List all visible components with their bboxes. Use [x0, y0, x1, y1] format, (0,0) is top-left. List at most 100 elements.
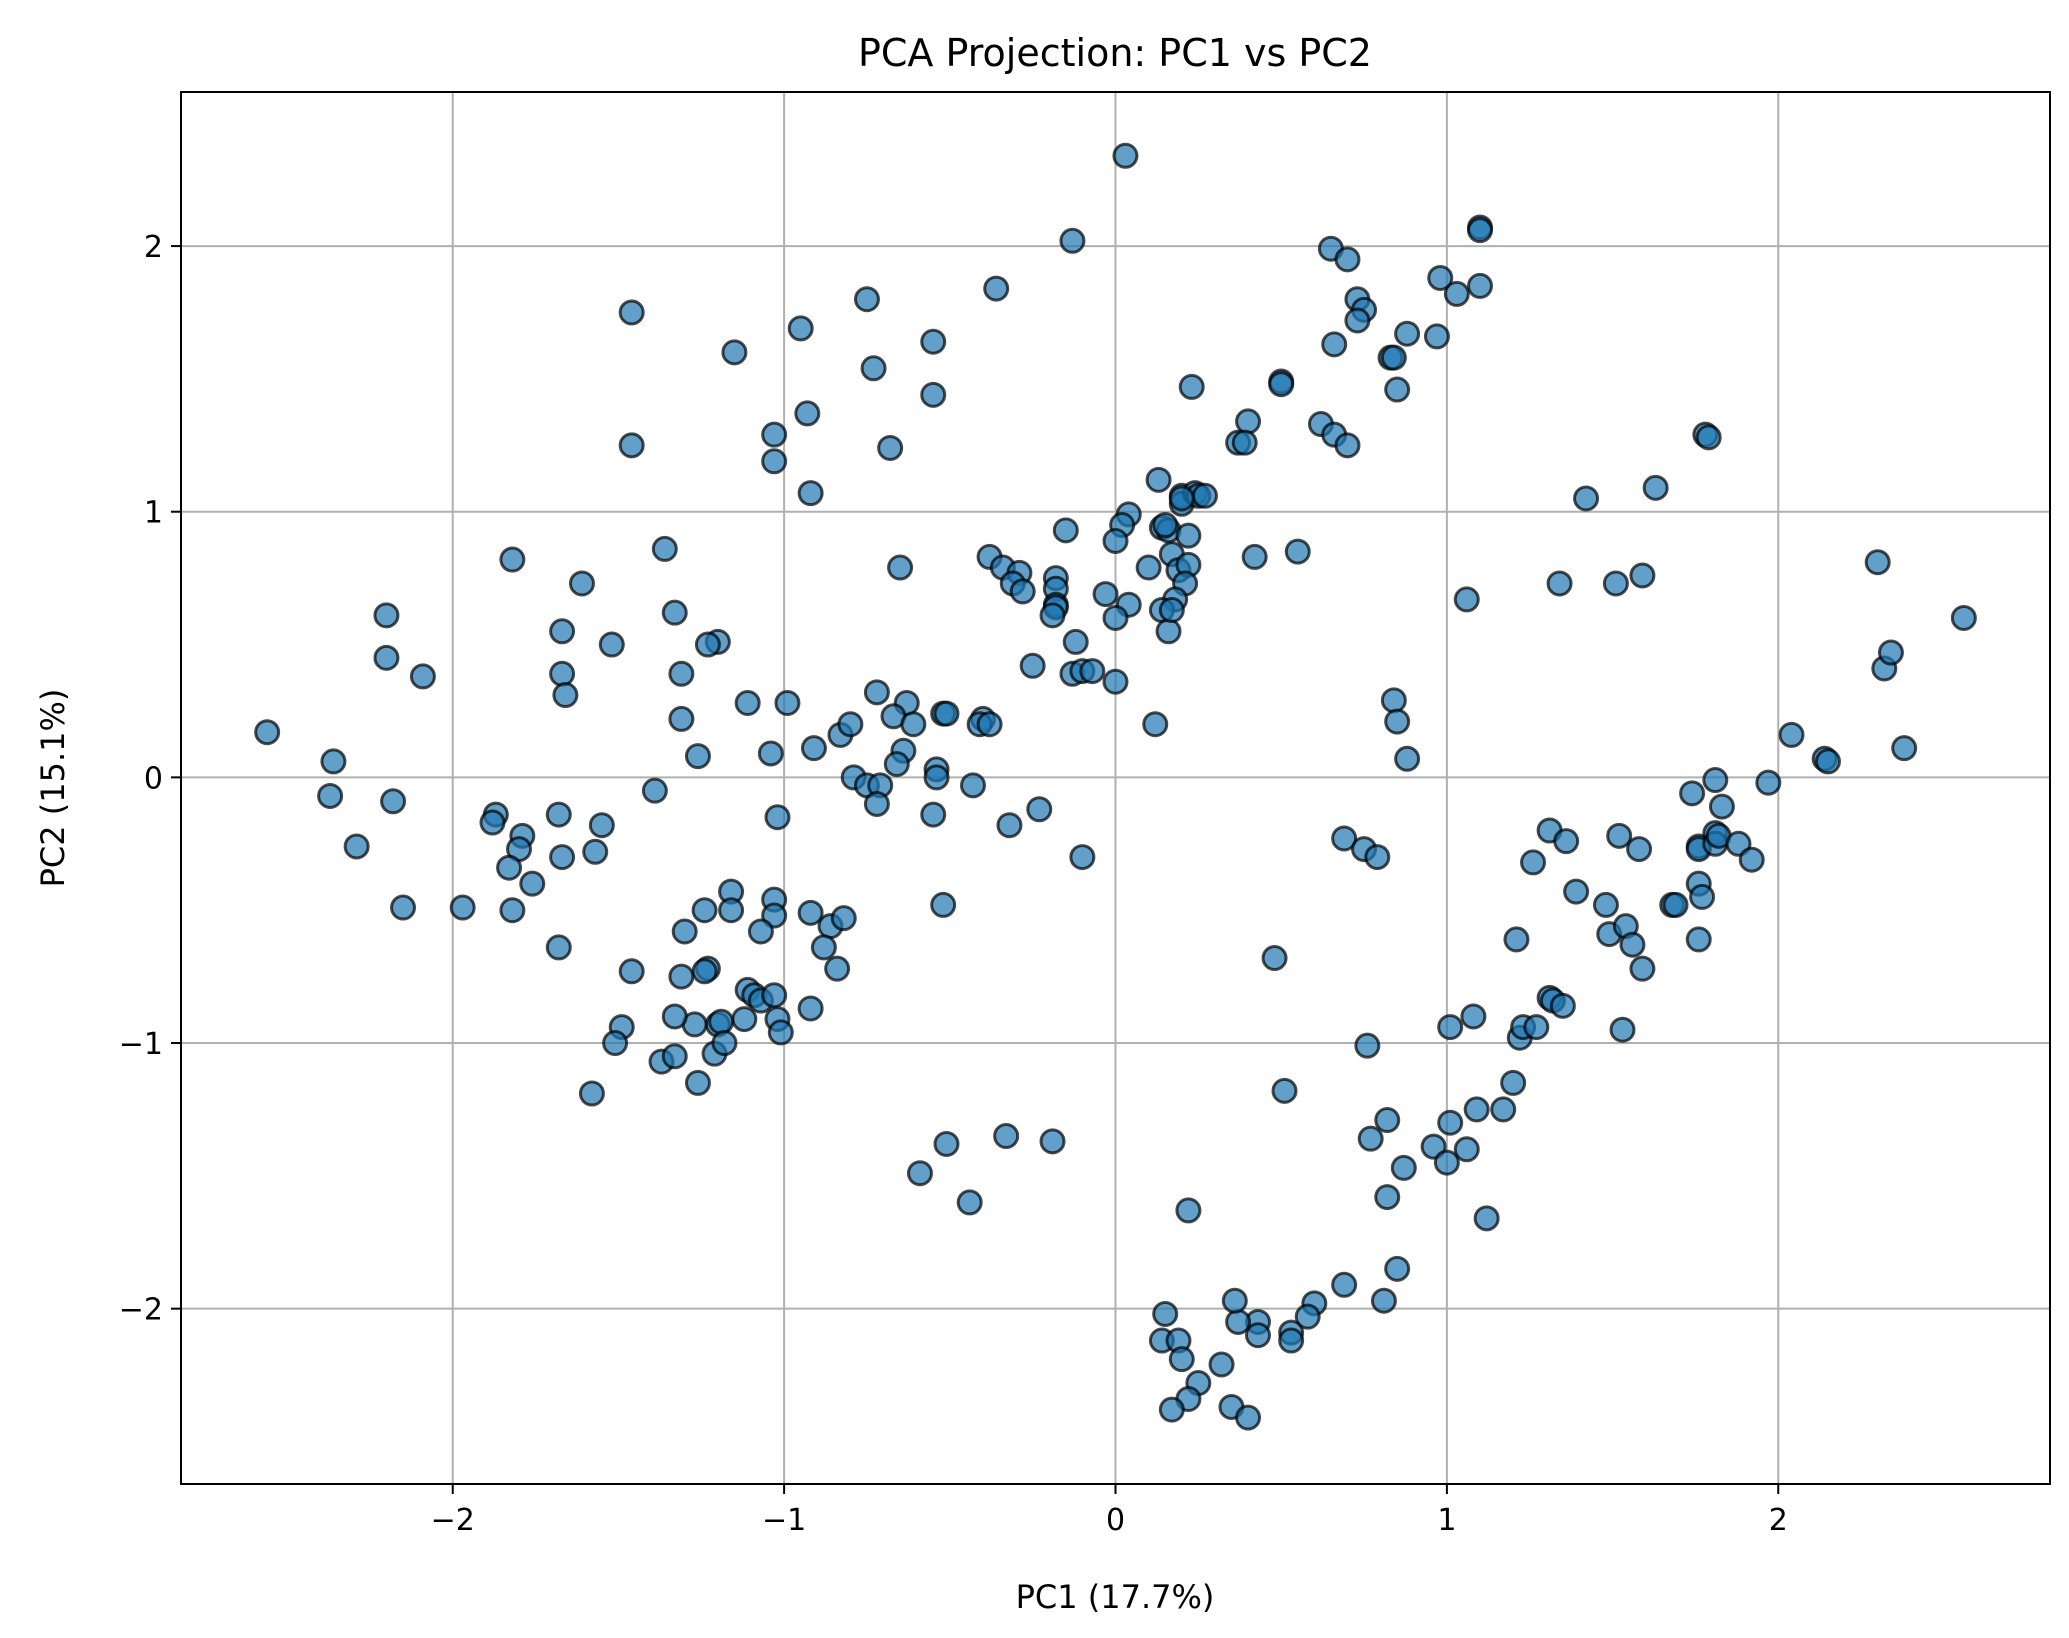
data-point	[1467, 217, 1494, 244]
data-point	[824, 955, 851, 982]
data-point	[519, 870, 546, 897]
data-point	[668, 705, 695, 732]
data-point	[1235, 1404, 1262, 1431]
data-point	[1175, 1197, 1202, 1224]
data-point	[877, 434, 904, 461]
data-point	[1069, 844, 1096, 871]
data-point	[684, 743, 711, 770]
data-point	[668, 963, 695, 990]
data-point	[1864, 549, 1891, 576]
data-point	[1142, 711, 1169, 738]
data-point	[797, 899, 824, 926]
data-point	[1778, 721, 1805, 748]
data-point	[1191, 482, 1218, 509]
data-point	[1695, 424, 1722, 451]
data-point	[1357, 1125, 1384, 1152]
x-axis-label: PC1 (17.7%)	[1016, 1578, 1215, 1616]
data-point	[721, 339, 748, 366]
data-point	[708, 1008, 735, 1035]
data-point	[761, 982, 788, 1009]
data-point	[1152, 1300, 1179, 1327]
data-point	[1642, 474, 1669, 501]
data-point	[1284, 538, 1311, 565]
data-point	[761, 448, 788, 475]
data-point	[549, 618, 576, 645]
data-point	[1394, 745, 1421, 772]
data-point	[711, 1030, 738, 1057]
data-point	[1503, 926, 1530, 953]
data-point	[906, 1160, 933, 1187]
data-point	[1891, 735, 1918, 762]
data-point	[1437, 1109, 1464, 1136]
data-point	[1009, 578, 1036, 605]
x-tick-label: 1	[1437, 1503, 1456, 1538]
x-tick-label: −1	[762, 1503, 806, 1538]
data-point	[449, 894, 476, 921]
data-point	[1629, 562, 1656, 589]
data-point	[1175, 522, 1202, 549]
data-point	[409, 663, 436, 690]
data-point	[883, 751, 910, 778]
data-point	[668, 660, 695, 687]
data-point	[1380, 687, 1407, 714]
data-points	[254, 142, 1977, 1431]
data-point	[1384, 376, 1411, 403]
data-point	[1102, 604, 1129, 631]
data-point	[1384, 708, 1411, 735]
data-point	[1278, 1327, 1305, 1354]
data-point	[930, 891, 957, 918]
data-point	[731, 1006, 758, 1033]
data-point	[602, 1030, 629, 1057]
data-point	[1520, 849, 1547, 876]
data-point	[1221, 1287, 1248, 1314]
data-point	[920, 328, 947, 355]
data-point	[993, 1123, 1020, 1149]
data-point	[1689, 883, 1716, 910]
data-point	[1344, 307, 1371, 334]
data-point	[1685, 926, 1712, 953]
data-point	[641, 777, 668, 804]
data-point	[1026, 796, 1053, 823]
y-axis-label: PC2 (15.1%)	[34, 689, 72, 888]
data-point	[499, 546, 526, 573]
data-point	[496, 854, 523, 881]
y-tick-label: −1	[119, 1027, 163, 1062]
data-point	[1738, 846, 1765, 873]
data-point	[1331, 825, 1358, 852]
data-point	[1158, 597, 1185, 624]
data-point	[1112, 142, 1139, 169]
data-point	[767, 1019, 794, 1046]
data-point	[1039, 1128, 1066, 1155]
data-point	[582, 838, 609, 865]
data-point	[933, 700, 960, 727]
data-point	[479, 809, 506, 836]
data-point	[1679, 780, 1706, 807]
data-point	[1158, 1396, 1185, 1423]
data-point	[1152, 512, 1179, 539]
data-point	[254, 719, 281, 746]
data-point	[757, 740, 784, 767]
data-point	[373, 602, 400, 629]
data-point	[1102, 527, 1129, 554]
data-point	[1490, 1096, 1517, 1123]
data-point	[568, 570, 595, 597]
data-point	[764, 804, 791, 831]
data-point	[1135, 554, 1162, 581]
data-point	[1626, 836, 1653, 863]
data-point	[499, 897, 526, 924]
data-point	[1453, 1136, 1480, 1163]
data-point	[552, 682, 579, 709]
data-point	[1092, 581, 1119, 608]
data-point	[996, 812, 1023, 839]
data-point	[1354, 1032, 1381, 1059]
y-tick-label: 2	[144, 230, 163, 265]
data-point	[1463, 1096, 1490, 1123]
data-point	[1437, 1014, 1464, 1041]
data-point	[1592, 891, 1619, 918]
data-point	[1427, 264, 1454, 291]
data-point	[787, 315, 814, 342]
data-point	[1364, 844, 1391, 871]
data-point	[1573, 485, 1600, 512]
data-point	[1553, 828, 1580, 855]
data-point	[1380, 344, 1407, 371]
